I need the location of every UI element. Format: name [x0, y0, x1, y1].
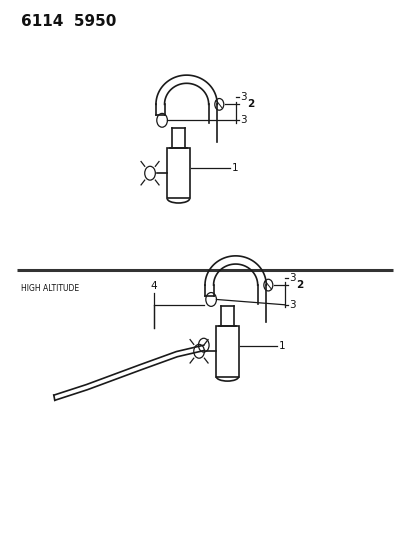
Text: 2: 2 — [295, 280, 303, 290]
Bar — [167, 148, 189, 198]
Text: HIGH ALTITUDE: HIGH ALTITUDE — [21, 284, 79, 293]
Text: 1: 1 — [231, 163, 238, 173]
Text: 3: 3 — [289, 300, 295, 310]
Text: 1: 1 — [278, 341, 285, 351]
Text: 3: 3 — [240, 92, 247, 102]
Text: 2: 2 — [247, 99, 254, 109]
Text: 6114  5950: 6114 5950 — [21, 14, 116, 29]
Text: 3: 3 — [289, 273, 295, 283]
Bar — [216, 326, 238, 376]
Text: 4: 4 — [150, 281, 157, 292]
Text: 3: 3 — [240, 115, 247, 125]
